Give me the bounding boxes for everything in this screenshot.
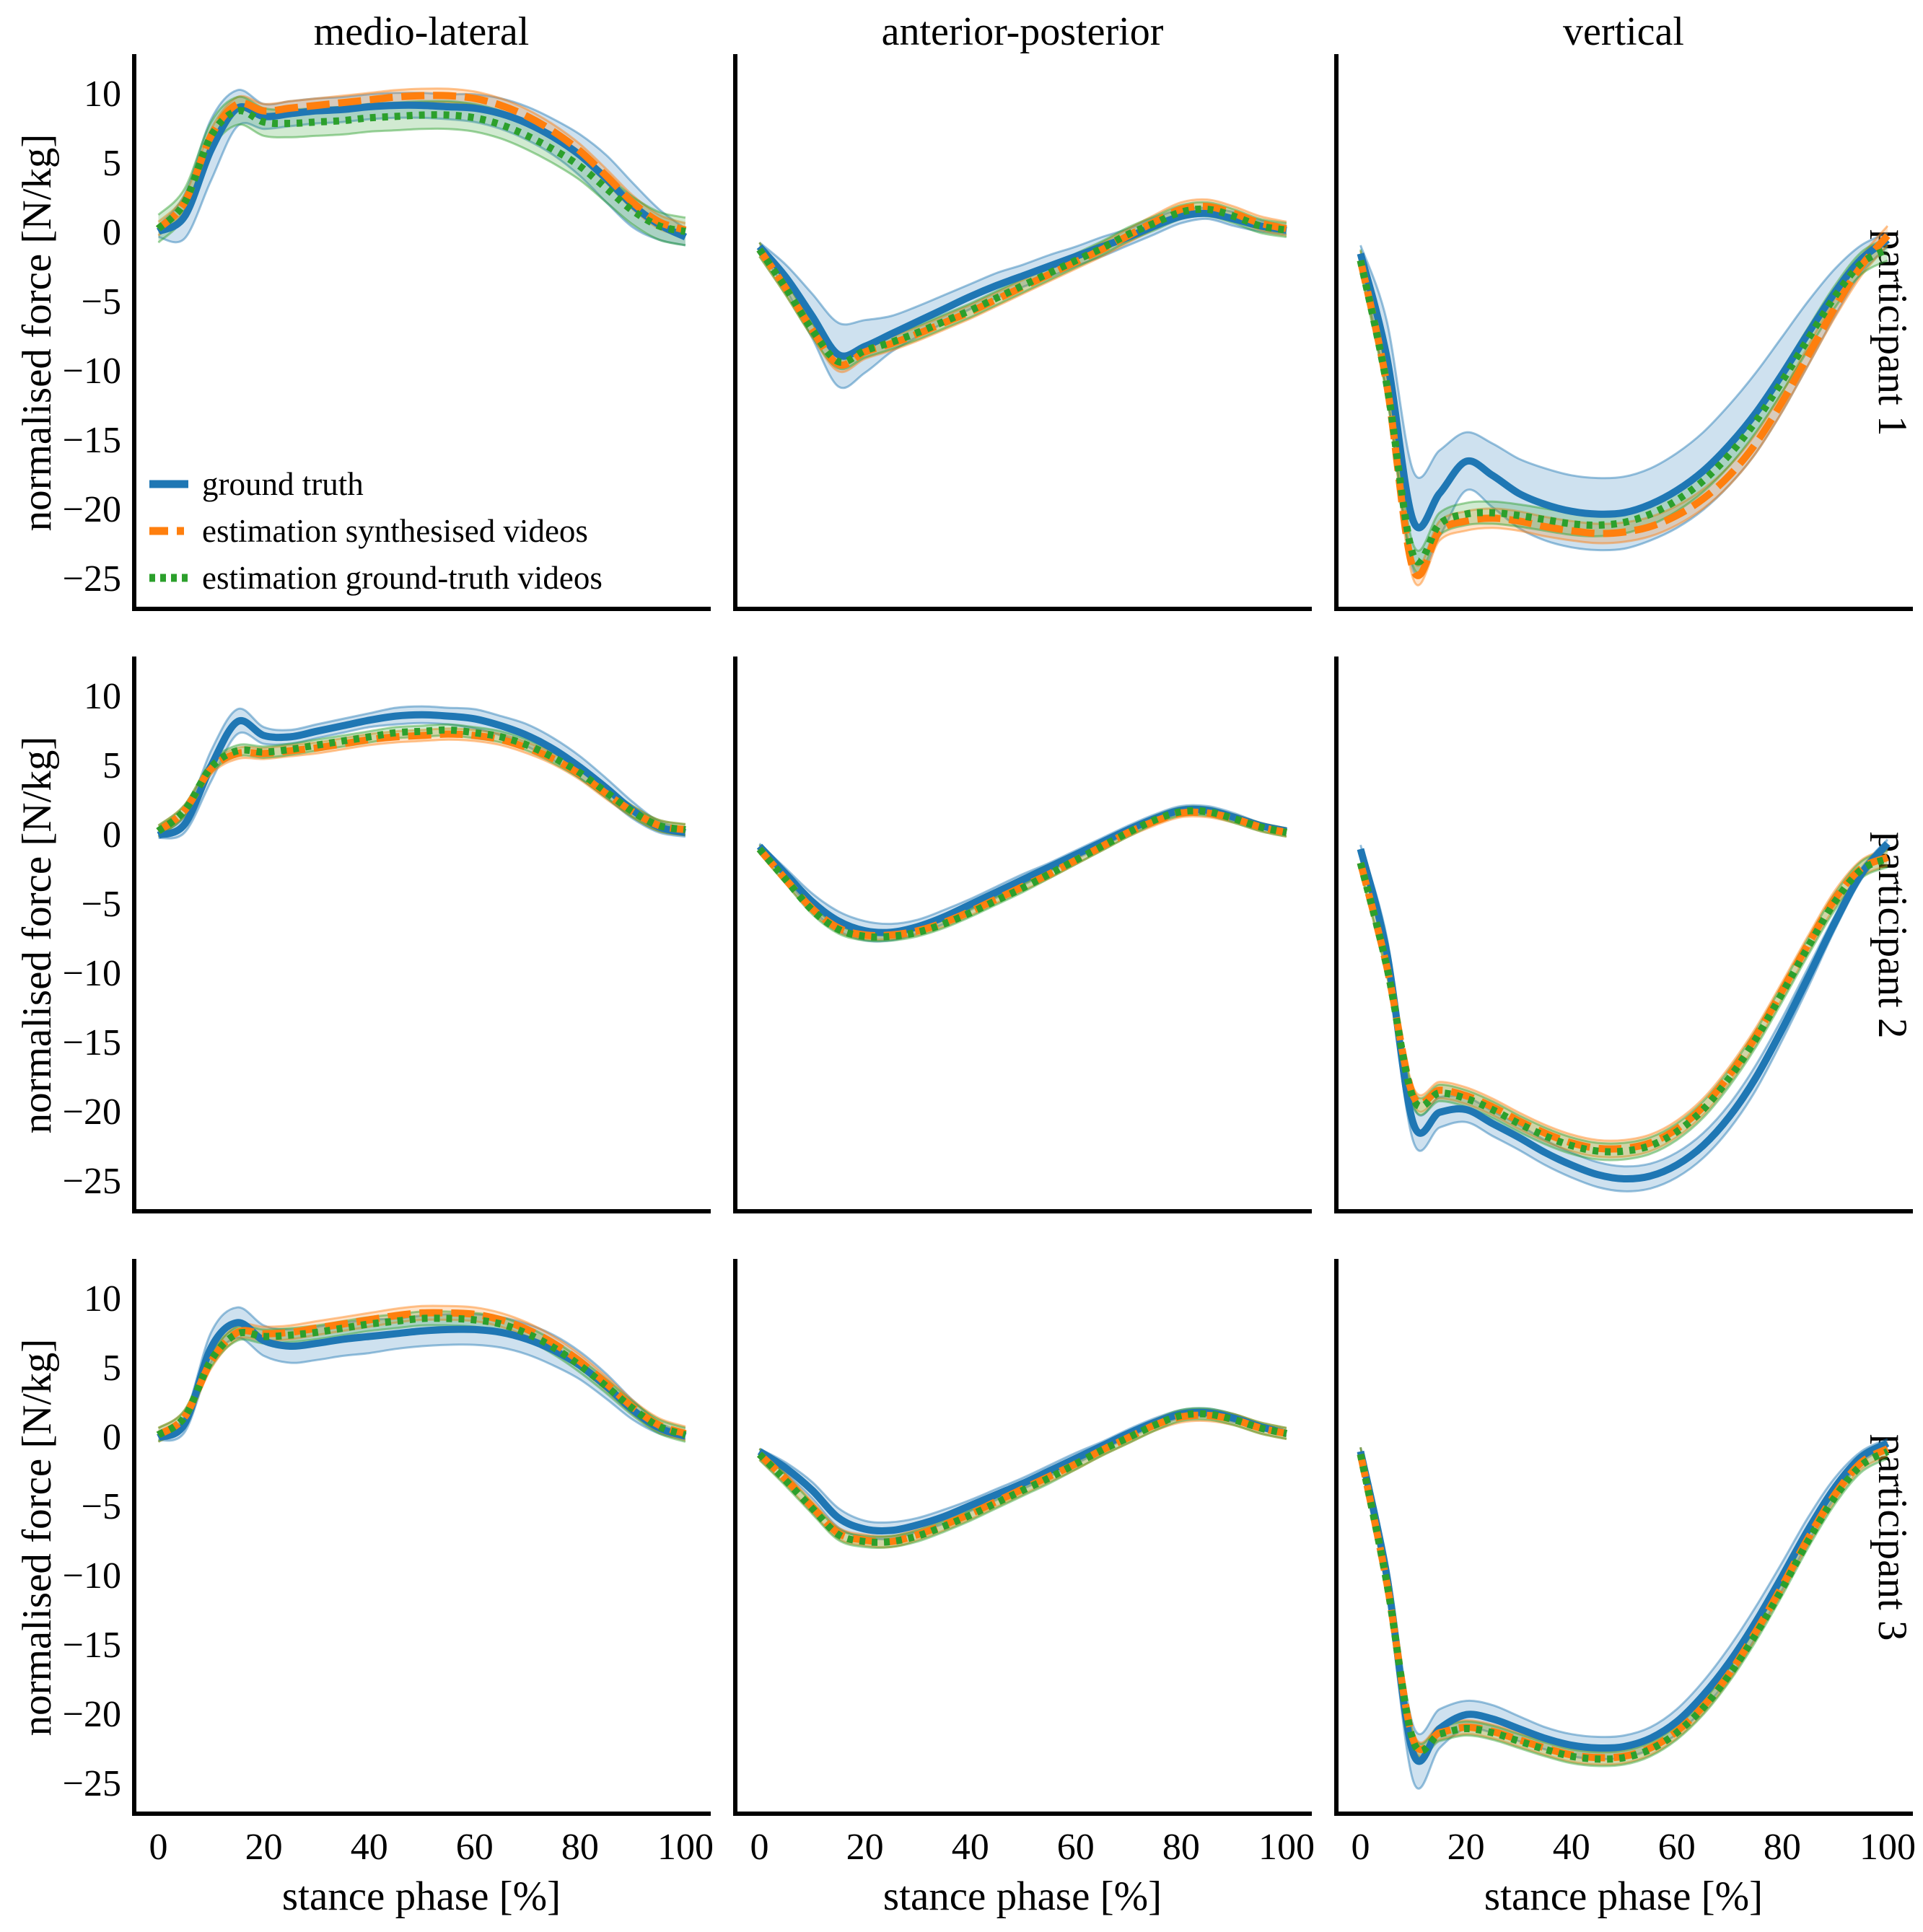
legend: ground truth estimation synthesised vide… bbox=[149, 460, 603, 601]
y-tick-label: −5 bbox=[81, 883, 121, 925]
plot-p2-medio-lateral bbox=[132, 657, 711, 1217]
x-tick-label: 80 bbox=[1162, 1827, 1200, 1868]
y-tick-label: 0 bbox=[102, 211, 121, 253]
y-tick-label: −5 bbox=[81, 281, 121, 322]
legend-item-estimation-ground-truth: estimation ground-truth videos bbox=[149, 554, 603, 601]
x-tick-label: 80 bbox=[561, 1827, 599, 1868]
y-tick-label: −15 bbox=[62, 1022, 121, 1063]
x-tick-label: 100 bbox=[657, 1827, 714, 1868]
y-tick-label: −15 bbox=[62, 419, 121, 461]
y-tick-label: −15 bbox=[62, 1624, 121, 1666]
x-tick-label: 100 bbox=[1859, 1827, 1916, 1868]
plot-p3-anterior-posterior bbox=[733, 1259, 1312, 1819]
plot-p2-anterior-posterior bbox=[733, 657, 1312, 1217]
x-tick-label: 40 bbox=[1552, 1827, 1590, 1868]
plot-p1-anterior-posterior bbox=[733, 54, 1312, 615]
y-tick-label: −25 bbox=[62, 1160, 121, 1202]
x-tick-label: 20 bbox=[245, 1827, 283, 1868]
x-tick-label: 0 bbox=[149, 1827, 168, 1868]
y-tick-label: 5 bbox=[102, 745, 121, 786]
column-title-vertical: vertical bbox=[1563, 9, 1684, 54]
y-tick-label: 5 bbox=[102, 142, 121, 184]
participant-2-label: participant 2 bbox=[1870, 831, 1915, 1039]
x-tick-label: 40 bbox=[350, 1827, 388, 1868]
x-tick-label: 20 bbox=[1447, 1827, 1485, 1868]
plot-p3-vertical bbox=[1334, 1259, 1913, 1819]
y-tick-label: 10 bbox=[84, 73, 121, 115]
y-tick-label: 0 bbox=[102, 814, 121, 856]
legend-label: estimation synthesised videos bbox=[202, 512, 588, 549]
legend-line-dotted-icon bbox=[149, 574, 188, 581]
x-axis-label-col2: stance phase [%] bbox=[882, 1874, 1162, 1919]
y-tick-label: −25 bbox=[62, 1762, 121, 1804]
y-tick-label: −20 bbox=[62, 1091, 121, 1133]
y-tick-label: 5 bbox=[102, 1347, 121, 1389]
legend-line-solid-icon bbox=[149, 480, 188, 488]
x-tick-label: 60 bbox=[1657, 1827, 1696, 1868]
participant-1-label: participant 1 bbox=[1870, 229, 1915, 436]
legend-item-ground-truth: ground truth bbox=[149, 460, 603, 507]
x-tick-label: 0 bbox=[1351, 1827, 1370, 1868]
y-tick-label: 0 bbox=[102, 1416, 121, 1458]
x-axis-label-col3: stance phase [%] bbox=[1484, 1874, 1764, 1919]
legend-line-dashed-icon bbox=[149, 527, 188, 535]
x-tick-label: 80 bbox=[1763, 1827, 1801, 1868]
x-tick-label: 40 bbox=[951, 1827, 989, 1868]
y-tick-label: −20 bbox=[62, 488, 121, 530]
x-tick-label: 0 bbox=[750, 1827, 769, 1868]
y-tick-label: −5 bbox=[81, 1485, 121, 1527]
x-tick-label: 20 bbox=[846, 1827, 884, 1868]
y-tick-label: −25 bbox=[62, 558, 121, 600]
plot-p3-medio-lateral bbox=[132, 1259, 711, 1819]
legend-label: estimation ground-truth videos bbox=[202, 559, 603, 596]
x-tick-label: 60 bbox=[1056, 1827, 1095, 1868]
y-tick-label: 10 bbox=[84, 1278, 121, 1320]
column-title-anterior-posterior: anterior-posterior bbox=[881, 9, 1164, 54]
x-tick-label: 60 bbox=[455, 1827, 494, 1868]
y-tick-label: −10 bbox=[62, 1555, 121, 1597]
x-tick-label: 100 bbox=[1258, 1827, 1315, 1868]
plot-p1-medio-lateral bbox=[132, 54, 711, 615]
legend-label: ground truth bbox=[202, 465, 364, 502]
participant-3-label: participant 3 bbox=[1870, 1433, 1915, 1641]
column-title-medio-lateral: medio-lateral bbox=[313, 9, 530, 54]
legend-item-estimation-synthesised: estimation synthesised videos bbox=[149, 507, 603, 554]
y-tick-label: −10 bbox=[62, 350, 121, 392]
y-tick-label: −10 bbox=[62, 952, 121, 994]
plot-p2-vertical bbox=[1334, 657, 1913, 1217]
x-axis-label-col1: stance phase [%] bbox=[281, 1874, 561, 1919]
plot-p1-vertical bbox=[1334, 54, 1913, 615]
y-tick-label: 10 bbox=[84, 675, 121, 717]
y-tick-label: −20 bbox=[62, 1693, 121, 1735]
